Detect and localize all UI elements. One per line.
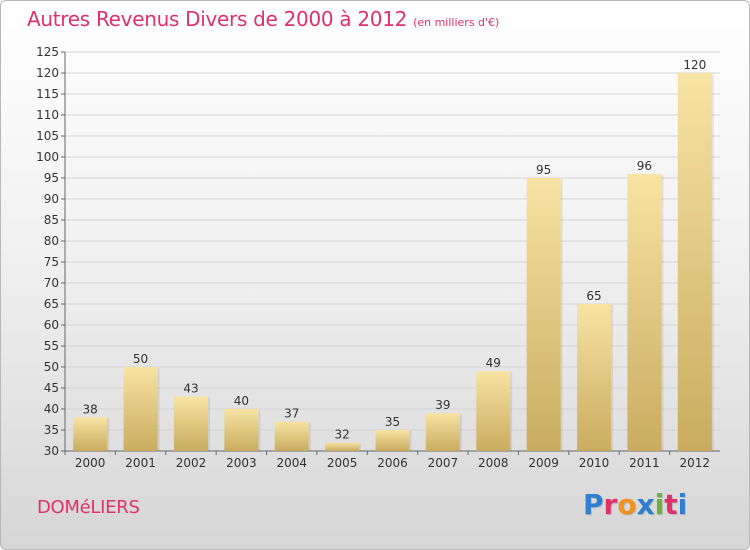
y-tick-label: 65 bbox=[44, 297, 59, 311]
y-tick-label: 55 bbox=[44, 339, 59, 353]
bar-2012 bbox=[677, 73, 712, 451]
grid-lines bbox=[61, 51, 720, 452]
logo-letter: r bbox=[603, 488, 618, 521]
bar-2001 bbox=[123, 367, 158, 451]
data-label-2009: 95 bbox=[536, 163, 551, 177]
bars bbox=[73, 73, 714, 452]
data-label-2012: 120 bbox=[683, 58, 706, 72]
bar-2007 bbox=[425, 413, 460, 451]
x-tick-label-2002: 2002 bbox=[176, 456, 207, 470]
x-tick-label-2006: 2006 bbox=[377, 456, 408, 470]
x-tick-label-2011: 2011 bbox=[629, 456, 660, 470]
data-labels: 38 50 43 40 37 32 35 39 49 95 65 96 120 bbox=[83, 58, 707, 442]
title-block: Autres Revenus Divers de 2000 à 2012 (en … bbox=[27, 7, 499, 31]
data-label-2004: 37 bbox=[284, 407, 299, 421]
x-tick-label-2004: 2004 bbox=[276, 456, 307, 470]
data-label-2001: 50 bbox=[133, 352, 148, 366]
logo-letter: i bbox=[654, 488, 665, 521]
logo-letter: P bbox=[583, 488, 604, 521]
y-tick-label: 60 bbox=[44, 318, 59, 332]
bar-2002 bbox=[173, 396, 208, 451]
x-tick-label-2010: 2010 bbox=[579, 456, 610, 470]
bar-2004 bbox=[274, 421, 309, 451]
x-tick-label-2009: 2009 bbox=[528, 456, 559, 470]
x-tick-label-2008: 2008 bbox=[478, 456, 509, 470]
y-tick-labels: 30 35 40 45 50 55 60 65 70 75 80 85 90 95 100 105 110 115… bbox=[36, 45, 59, 458]
y-tick-label: 115 bbox=[36, 87, 59, 101]
proxiti-logo: Proxiti bbox=[583, 488, 687, 521]
logo-letter: x bbox=[636, 488, 655, 521]
bar-2000 bbox=[73, 417, 108, 451]
data-label-2000: 38 bbox=[83, 402, 98, 416]
bar-2006 bbox=[375, 430, 410, 451]
y-tick-label: 120 bbox=[36, 66, 59, 80]
y-tick-label: 90 bbox=[44, 192, 59, 206]
data-label-2008: 49 bbox=[486, 356, 501, 370]
chart-title: Autres Revenus Divers de 2000 à 2012 bbox=[27, 7, 408, 31]
y-tick-label: 100 bbox=[36, 150, 59, 164]
y-tick-label: 80 bbox=[44, 234, 59, 248]
data-label-2011: 96 bbox=[637, 159, 652, 173]
logo-letter: t bbox=[664, 488, 678, 521]
y-tick-label: 125 bbox=[36, 45, 59, 59]
bar-2005 bbox=[325, 442, 360, 451]
y-tick-label: 85 bbox=[44, 213, 59, 227]
axes bbox=[64, 52, 720, 452]
y-tick-label: 30 bbox=[44, 444, 59, 458]
chart-subtitle: (en milliers d'€) bbox=[413, 16, 500, 29]
logo-letter: o bbox=[617, 488, 637, 521]
x-tick-label-2003: 2003 bbox=[226, 456, 257, 470]
data-label-2005: 32 bbox=[334, 428, 349, 442]
x-tick-label-2012: 2012 bbox=[680, 456, 711, 470]
bar-2003 bbox=[224, 409, 259, 451]
y-tick-label: 110 bbox=[36, 108, 59, 122]
y-tick-label: 50 bbox=[44, 360, 59, 374]
bar-2010 bbox=[577, 304, 612, 451]
commune-name: DOMéLIERS bbox=[37, 497, 140, 518]
bar-2009 bbox=[526, 178, 561, 451]
data-label-2003: 40 bbox=[234, 394, 249, 408]
x-tick-labels: 2000 2001 2002 2003 2004 2005 2006 2007 2008 2009… bbox=[64, 451, 711, 470]
y-tick-label: 75 bbox=[44, 255, 59, 269]
y-tick-label: 35 bbox=[44, 423, 59, 437]
y-tick-label: 70 bbox=[44, 276, 59, 290]
data-label-2006: 35 bbox=[385, 415, 400, 429]
x-tick-label-2005: 2005 bbox=[327, 456, 358, 470]
bar-2011 bbox=[627, 173, 662, 452]
x-tick-label-2001: 2001 bbox=[125, 456, 156, 470]
data-label-2007: 39 bbox=[435, 398, 450, 412]
y-tick-label: 45 bbox=[44, 381, 59, 395]
bar-2008 bbox=[476, 371, 511, 451]
data-label-2002: 43 bbox=[183, 381, 198, 395]
x-tick-label-2007: 2007 bbox=[428, 456, 459, 470]
logo-letter: i bbox=[677, 488, 688, 521]
y-tick-label: 95 bbox=[44, 171, 59, 185]
x-tick-label-2000: 2000 bbox=[75, 456, 106, 470]
y-tick-label: 40 bbox=[44, 402, 59, 416]
data-label-2010: 65 bbox=[586, 289, 601, 303]
y-tick-label: 105 bbox=[36, 129, 59, 143]
